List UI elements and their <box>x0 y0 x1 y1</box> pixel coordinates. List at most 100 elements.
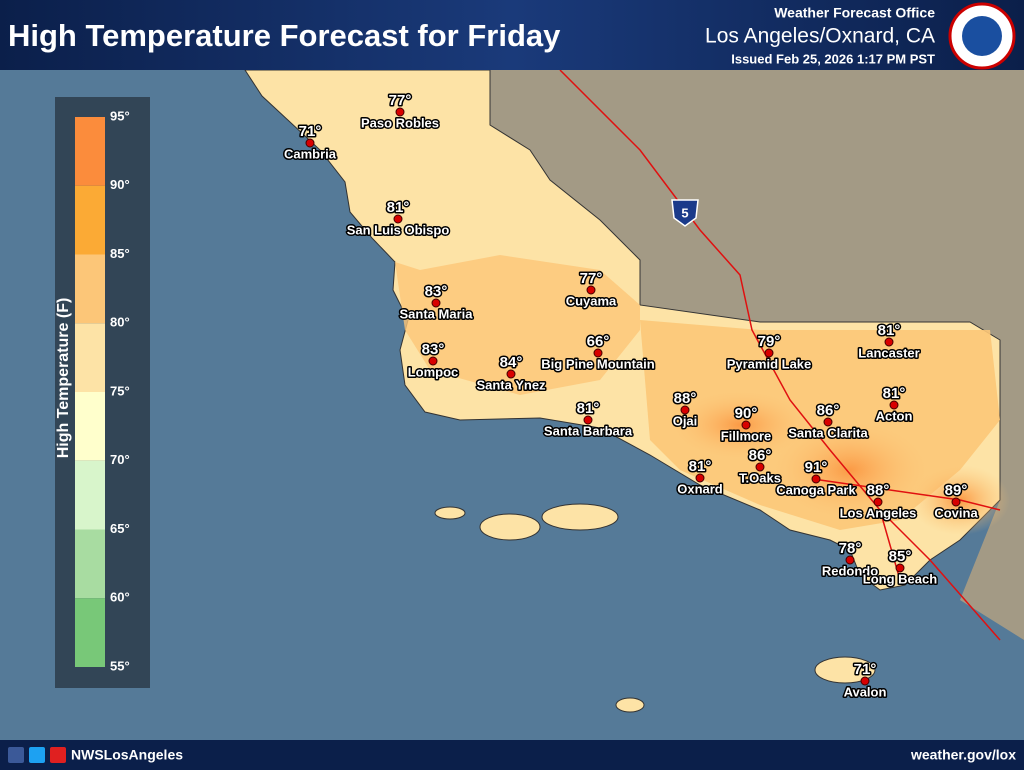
city-temp: 81° <box>689 458 712 475</box>
issued: Issued Feb 25, 2026 1:17 PM PST <box>731 51 935 66</box>
city-marker <box>895 563 905 573</box>
city-marker <box>586 285 596 295</box>
city-marker <box>593 348 603 358</box>
city-marker <box>393 214 403 224</box>
city-marker <box>884 337 894 347</box>
legend-swatch <box>75 323 105 392</box>
city-marker <box>583 415 593 425</box>
legend-swatch <box>75 117 105 186</box>
city-name: Cuyama <box>566 293 617 308</box>
city-temp: 88° <box>674 390 697 407</box>
city-marker <box>823 417 833 427</box>
city-temp: 90° <box>735 405 758 422</box>
city-marker <box>845 555 855 565</box>
youtube-icon[interactable] <box>50 747 66 763</box>
city-name: Lompoc <box>408 364 459 379</box>
city-temp: 85° <box>889 548 912 565</box>
city-name: Los Angeles <box>840 505 917 520</box>
city-name: Acton <box>876 408 913 423</box>
city-temp: 84° <box>500 354 523 371</box>
desert-terrain <box>490 70 1024 640</box>
city-marker <box>305 138 315 148</box>
city-marker <box>951 497 961 507</box>
city-name: Fillmore <box>721 428 772 443</box>
city-name: Ojai <box>673 413 698 428</box>
legend-tick-label: 90° <box>110 177 130 192</box>
warm-area <box>395 255 640 395</box>
city-name: Santa Clarita <box>788 425 868 440</box>
footer-bar <box>0 740 1024 770</box>
city-temp: 83° <box>425 283 448 300</box>
twitter-icon[interactable] <box>29 747 45 763</box>
legend-tick-label: 95° <box>110 108 130 123</box>
city-marker <box>680 405 690 415</box>
city-marker <box>428 356 438 366</box>
city-marker <box>811 474 821 484</box>
city-temp: 71° <box>299 123 322 140</box>
hot-area <box>670 390 810 460</box>
city-temp: 81° <box>883 385 906 402</box>
city-marker <box>889 400 899 410</box>
legend-tick-label: 65° <box>110 521 130 536</box>
city-name: Avalon <box>844 684 887 699</box>
city-name: Cambria <box>284 146 337 161</box>
city-name: Santa Barbara <box>544 423 633 438</box>
title: High Temperature Forecast for Friday <box>8 18 561 53</box>
city-temp: 66° <box>587 333 610 350</box>
city-name: San Luis Obispo <box>347 222 450 237</box>
city-marker <box>741 420 751 430</box>
city-name: Santa Maria <box>400 306 474 321</box>
city-temp: 91° <box>805 459 828 476</box>
city-marker <box>431 298 441 308</box>
legend-swatch <box>75 254 105 324</box>
office: Weather Forecast Office <box>774 5 935 21</box>
city-temp: 71° <box>854 661 877 678</box>
city-name: Paso Robles <box>361 115 439 130</box>
city-temp: 81° <box>387 199 410 216</box>
legend-swatch <box>75 392 105 461</box>
legend-swatch <box>75 185 105 255</box>
city-name: T.Oaks <box>739 470 781 485</box>
city-name: Covina <box>934 505 978 520</box>
city-temp: 81° <box>577 400 600 417</box>
hot-area <box>770 420 930 520</box>
social-handle[interactable]: NWSLosAngeles <box>71 747 183 763</box>
city-temp: 83° <box>422 341 445 358</box>
highway-label: 5 <box>681 205 688 220</box>
city-marker <box>860 676 870 686</box>
city-name: Lancaster <box>858 345 919 360</box>
city-temp: 77° <box>389 92 412 109</box>
nws-logo-inner <box>962 16 1002 56</box>
location: Los Angeles/Oxnard, CA <box>705 25 935 48</box>
legend-swatch <box>75 598 105 667</box>
city-name: Canoga Park <box>776 482 856 497</box>
legend-swatch <box>75 460 105 530</box>
city-temp: 89° <box>945 482 968 499</box>
website[interactable]: weather.gov/lox <box>910 747 1016 763</box>
legend-tick-label: 80° <box>110 315 130 330</box>
city-name: Long Beach <box>863 571 937 586</box>
city-temp: 78° <box>839 540 862 557</box>
city-marker <box>395 107 405 117</box>
legend-title: High Temperature (F) <box>55 298 72 459</box>
legend-tick-label: 75° <box>110 383 130 398</box>
city-temp: 88° <box>867 482 890 499</box>
legend-swatch <box>75 529 105 599</box>
cities: 77° Paso Robles 71° Cambria 81° San Luis Obis… <box>282 90 979 700</box>
legend-tick-label: 55° <box>110 658 130 673</box>
legend: 95° 90° 85° 80° 75° 70° 65° 60° 55° <box>75 108 130 673</box>
header-bar <box>0 0 1024 70</box>
city-name: Pyramid Lake <box>727 356 812 371</box>
city-temp: 86° <box>749 447 772 464</box>
city-temp: 79° <box>758 333 781 350</box>
city-temp: 77° <box>580 270 603 287</box>
legend-tick-label: 85° <box>110 246 130 261</box>
city-marker <box>506 369 516 379</box>
city-marker <box>873 497 883 507</box>
legend-tick-label: 60° <box>110 590 130 605</box>
city-temp: 86° <box>817 402 840 419</box>
islands <box>434 503 876 713</box>
city-marker <box>695 473 705 483</box>
facebook-icon[interactable] <box>8 747 24 763</box>
